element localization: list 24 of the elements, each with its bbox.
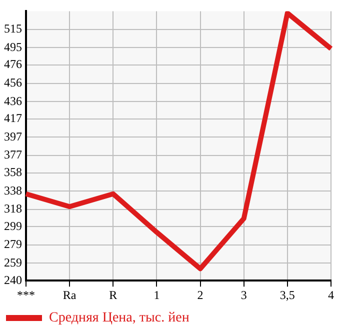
y-tick-label: 476 — [4, 57, 22, 72]
y-tick-label: 515 — [4, 22, 22, 36]
y-tick-label: 397 — [4, 129, 22, 144]
y-tick-label: 318 — [4, 202, 22, 216]
y-tick-label: 495 — [4, 40, 22, 54]
x-tick-label: R — [109, 288, 118, 302]
y-tick-label: 456 — [4, 76, 22, 90]
y-tick-label: 240 — [4, 272, 22, 287]
x-tick-label: 2 — [197, 288, 204, 302]
y-tick-label: 259 — [4, 255, 22, 270]
y-tick-label: 436 — [4, 94, 22, 108]
legend-label: Средняя Цена, тыс. йен — [49, 310, 190, 326]
y-tick-label: 338 — [4, 183, 22, 198]
y-tick-label: 417 — [4, 111, 22, 126]
x-tick-label: 3,5 — [280, 288, 295, 302]
x-tick-label: *** — [17, 288, 35, 302]
x-tick-label: 3 — [240, 288, 247, 302]
y-tick-label: 279 — [4, 237, 22, 252]
x-tick-label: 4 — [328, 288, 334, 302]
x-tick-label: Ra — [62, 288, 77, 302]
y-tick-label: 299 — [4, 218, 22, 233]
y-tick-label: 377 — [4, 148, 22, 162]
x-tick-label: 1 — [154, 288, 160, 302]
y-tick-label: 358 — [4, 164, 22, 179]
